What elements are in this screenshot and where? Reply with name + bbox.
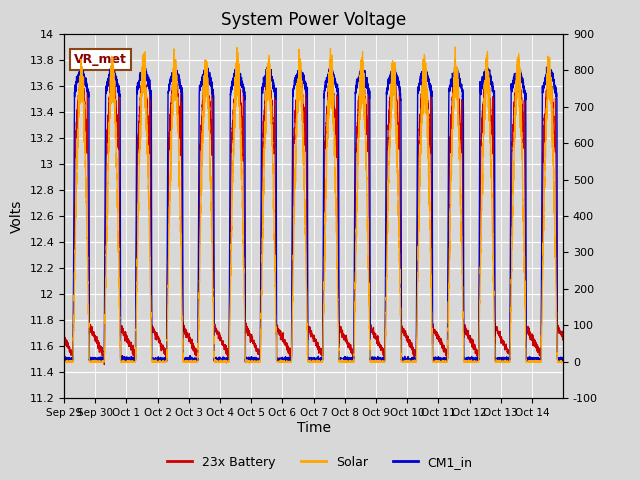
- Solar: [451, 83, 458, 89]
- 23x Battery: [332, 134, 340, 140]
- 23x Battery: [359, 82, 367, 88]
- CM1_in: [60, 357, 68, 362]
- 23x Battery: [201, 63, 209, 69]
- 23x Battery: [451, 82, 458, 88]
- 23x Battery: [559, 336, 567, 342]
- Solar: [451, 44, 459, 50]
- Line: 23x Battery: 23x Battery: [64, 66, 563, 365]
- Solar: [559, 359, 567, 365]
- Solar: [332, 205, 340, 211]
- CM1_in: [559, 356, 567, 362]
- CM1_in: [420, 62, 428, 68]
- Text: VR_met: VR_met: [74, 53, 127, 66]
- Solar: [475, 353, 483, 359]
- X-axis label: Time: Time: [296, 421, 331, 435]
- CM1_in: [488, 83, 495, 88]
- Title: System Power Voltage: System Power Voltage: [221, 11, 406, 29]
- 23x Battery: [100, 362, 108, 368]
- Solar: [358, 49, 366, 55]
- CM1_in: [358, 72, 366, 77]
- Line: CM1_in: CM1_in: [64, 65, 563, 363]
- Solar: [60, 359, 68, 365]
- Solar: [60, 358, 68, 363]
- CM1_in: [451, 71, 458, 77]
- Y-axis label: Volts: Volts: [10, 199, 24, 233]
- 23x Battery: [475, 346, 483, 351]
- CM1_in: [475, 339, 483, 345]
- 23x Battery: [60, 336, 68, 342]
- 23x Battery: [164, 261, 172, 266]
- Solar: [488, 191, 495, 197]
- 23x Battery: [488, 121, 495, 127]
- Solar: [164, 312, 172, 318]
- Line: Solar: Solar: [64, 47, 563, 362]
- Legend: 23x Battery, Solar, CM1_in: 23x Battery, Solar, CM1_in: [163, 451, 477, 474]
- CM1_in: [332, 84, 340, 90]
- CM1_in: [246, 360, 253, 366]
- CM1_in: [164, 189, 172, 195]
